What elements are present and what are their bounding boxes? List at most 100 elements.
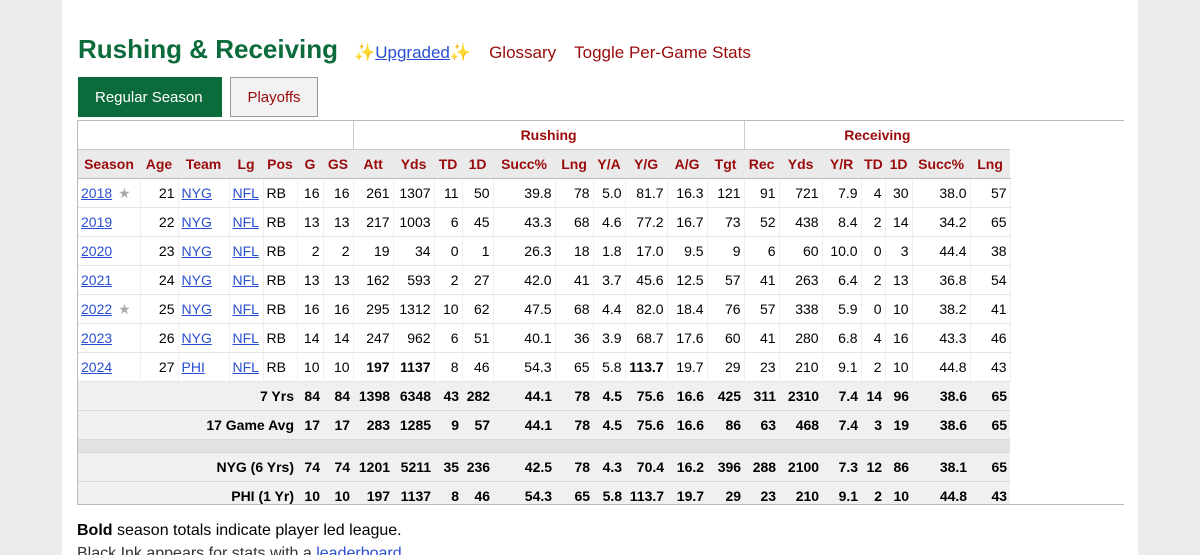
group-header-rushing: Rushing xyxy=(352,121,745,150)
stat-cell: 0 xyxy=(861,294,886,324)
league-link[interactable]: NFL xyxy=(232,185,259,201)
stat-cell: 9.5 xyxy=(667,236,708,266)
column-header[interactable]: G xyxy=(297,149,323,179)
age-cell: 27 xyxy=(140,352,179,382)
column-header[interactable]: 1D xyxy=(885,149,913,179)
stat-cell: 0 xyxy=(861,236,886,266)
summary-cell: 38.6 xyxy=(912,410,971,440)
season-link[interactable]: 2021 xyxy=(81,272,113,288)
stat-cell: 3.9 xyxy=(593,323,626,353)
stat-cell: 16 xyxy=(297,294,324,324)
column-header[interactable]: TD xyxy=(861,149,886,179)
column-header[interactable]: Pos xyxy=(263,149,297,179)
team-link[interactable]: NYG xyxy=(181,301,212,317)
summary-cell: 396 xyxy=(707,452,745,482)
stat-cell: 44.8 xyxy=(912,352,971,382)
stat-cell: 16 xyxy=(323,178,354,208)
league-link[interactable]: NFL xyxy=(232,359,259,375)
league-link[interactable]: NFL xyxy=(232,301,259,317)
stat-cell: 68.7 xyxy=(625,323,668,353)
column-header[interactable]: Succ% xyxy=(912,149,971,179)
summary-cell: 4.3 xyxy=(593,452,626,482)
tab-playoffs[interactable]: Playoffs xyxy=(230,77,318,117)
leaderboard-link[interactable]: leaderboard xyxy=(316,545,402,555)
column-header[interactable]: Succ% xyxy=(493,149,556,179)
column-header[interactable]: Season xyxy=(78,149,140,179)
column-header[interactable]: TD xyxy=(434,149,463,179)
stat-cell: 60 xyxy=(707,323,745,353)
season-link[interactable]: 2018 xyxy=(81,184,113,201)
league-link[interactable]: NFL xyxy=(232,272,259,288)
summary-cell: 2100 xyxy=(779,452,823,482)
column-header[interactable]: Age xyxy=(140,149,178,179)
column-header[interactable]: Yds xyxy=(779,149,823,179)
age-cell: 24 xyxy=(140,265,179,295)
position-cell: RB xyxy=(263,207,298,237)
summary-cell: 17 xyxy=(323,410,354,440)
column-header[interactable]: Att xyxy=(353,149,394,179)
stat-cell: 34 xyxy=(393,236,435,266)
summary-cell: 23 xyxy=(744,481,780,504)
column-header[interactable]: 1D xyxy=(462,149,494,179)
league-link[interactable]: NFL xyxy=(232,243,259,259)
upgraded-link[interactable]: Upgraded xyxy=(375,43,450,62)
stat-cell: 76 xyxy=(707,294,745,324)
stat-cell: 5.8 xyxy=(593,352,626,382)
summary-cell: 113.7 xyxy=(625,481,668,504)
team-link[interactable]: NYG xyxy=(181,272,212,288)
season-link[interactable]: 2024 xyxy=(81,359,113,375)
summary-cell: 210 xyxy=(779,481,823,504)
black-ink-text: Black Ink appears for stats with a xyxy=(77,545,317,555)
age-cell: 22 xyxy=(140,207,179,237)
column-header[interactable]: Y/R xyxy=(822,149,862,179)
stat-cell: 65 xyxy=(555,352,594,382)
league-link[interactable]: NFL xyxy=(232,330,259,346)
bold-note: Bold season totals indicate player led l… xyxy=(77,522,402,540)
stat-cell: 68 xyxy=(555,294,594,324)
league-cell: NFL xyxy=(229,207,264,237)
summary-cell: 42.5 xyxy=(493,452,556,482)
column-header[interactable]: Lng xyxy=(555,149,594,179)
team-link[interactable]: PHI xyxy=(181,359,205,375)
column-header[interactable]: Lg xyxy=(229,149,263,179)
stat-cell: 4.4 xyxy=(593,294,626,324)
team-cell: NYG xyxy=(178,265,230,295)
column-header[interactable]: Y/A xyxy=(593,149,626,179)
column-header[interactable]: Y/G xyxy=(625,149,668,179)
team-link[interactable]: NYG xyxy=(181,214,212,230)
glossary-link[interactable]: Glossary xyxy=(489,43,557,62)
season-link[interactable]: 2023 xyxy=(81,330,113,346)
stats-table-container[interactable]: Rushing Receiving Season Age Team Lg Pos G GS A… xyxy=(77,120,1124,505)
column-header[interactable]: GS xyxy=(323,149,354,179)
season-link[interactable]: 2019 xyxy=(81,214,113,230)
summary-cell: 5211 xyxy=(393,452,435,482)
team-link[interactable]: NYG xyxy=(181,185,212,201)
season-link[interactable]: 2020 xyxy=(81,243,113,259)
team-link[interactable]: NYG xyxy=(181,243,212,259)
summary-cell: 86 xyxy=(707,410,745,440)
column-header[interactable]: Lng xyxy=(970,149,1011,179)
stat-cell: 57 xyxy=(707,265,745,295)
league-link[interactable]: NFL xyxy=(232,214,259,230)
summary-cell: 16.6 xyxy=(667,381,708,411)
stat-cell: 280 xyxy=(779,323,823,353)
column-header[interactable]: Tgt xyxy=(707,149,745,179)
stat-cell: 6.8 xyxy=(822,323,862,353)
stat-cell: 3.7 xyxy=(593,265,626,295)
column-header[interactable]: A/G xyxy=(667,149,708,179)
summary-cell: 65 xyxy=(555,481,594,504)
column-header[interactable]: Team xyxy=(178,149,229,179)
team-link[interactable]: NYG xyxy=(181,330,212,346)
stat-cell: 19 xyxy=(353,236,394,266)
summary-cell: 65 xyxy=(970,381,1011,411)
summary-cell: 4.5 xyxy=(593,381,626,411)
season-link[interactable]: 2022 xyxy=(81,300,113,317)
column-header[interactable]: Yds xyxy=(393,149,435,179)
toggle-per-game-link[interactable]: Toggle Per-Game Stats xyxy=(574,43,751,62)
group-header-blank xyxy=(78,121,354,150)
stat-cell: 41 xyxy=(744,265,780,295)
column-header[interactable]: Rec xyxy=(744,149,780,179)
stat-cell: 6 xyxy=(434,207,463,237)
stat-cell: 13 xyxy=(323,265,354,295)
tab-regular-season[interactable]: Regular Season xyxy=(78,77,222,117)
